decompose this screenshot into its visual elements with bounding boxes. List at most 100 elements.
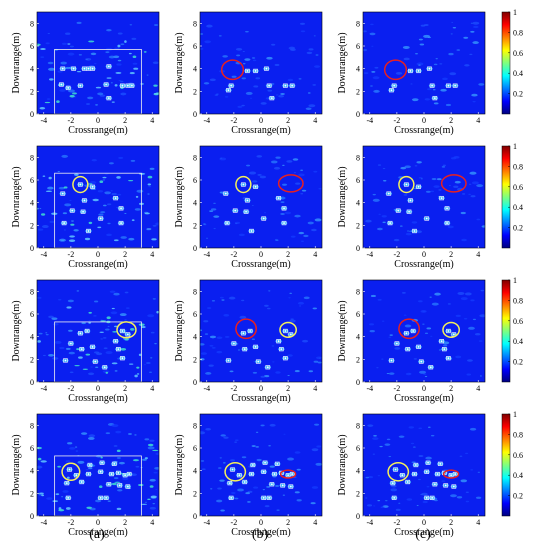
target-box <box>408 198 413 203</box>
target-box <box>241 331 246 336</box>
target-box <box>281 220 287 226</box>
target-point <box>265 67 268 70</box>
target-point <box>254 70 257 72</box>
target-box <box>432 482 438 487</box>
red-ellipse <box>220 59 245 81</box>
target-box <box>416 344 421 350</box>
x-tick-label: 4 <box>476 384 480 393</box>
y-tick-label: 0 <box>356 244 360 253</box>
x-axis-label: Crossrange(m) <box>68 393 127 404</box>
target-box <box>441 346 447 352</box>
target-box <box>289 471 295 477</box>
y-tick-label: 6 <box>193 42 197 51</box>
x-tick-label: 0 <box>96 384 100 393</box>
target-point <box>117 348 120 351</box>
panel-r0-c1: -4 -2 0 2 4 0 2 4 6 8 Crossrange(m) Downrange(m) <box>174 11 323 136</box>
target-point <box>87 67 90 70</box>
target-point <box>428 67 431 70</box>
x-tick-label: -2 <box>394 518 401 527</box>
target-box <box>126 471 132 477</box>
target-point <box>80 481 83 483</box>
target-box <box>78 182 83 187</box>
target-point <box>79 332 82 335</box>
y-tick-label: 0 <box>193 378 197 387</box>
target-point <box>231 468 234 471</box>
target-point <box>447 84 450 87</box>
x-tick-label: -4 <box>366 250 373 259</box>
target-box <box>269 482 275 487</box>
y-tick-label: 4 <box>356 199 360 208</box>
target-point <box>284 357 287 360</box>
target-point <box>393 496 396 499</box>
target-point <box>291 473 294 475</box>
x-tick-label: -2 <box>394 116 401 125</box>
colorbar-tick-label: 0.2 <box>513 90 523 99</box>
x-tick-label: -2 <box>394 250 401 259</box>
colorbar-tick-label: 0.4 <box>513 337 523 346</box>
y-tick-label: 2 <box>193 221 197 230</box>
target-box <box>87 462 93 468</box>
target-point <box>121 357 124 360</box>
target-point <box>425 470 428 473</box>
y-tick-label: 8 <box>193 421 197 430</box>
target-box <box>106 64 112 69</box>
colorbar-tick-label: 0.8 <box>513 296 523 305</box>
target-box <box>113 339 118 344</box>
target-box <box>444 220 450 226</box>
y-tick-label: 2 <box>356 221 360 230</box>
target-box <box>60 66 66 71</box>
y-tick-label: 8 <box>30 421 34 430</box>
target-point <box>120 207 122 210</box>
y-tick-label: 2 <box>193 87 197 96</box>
target-box <box>82 198 87 203</box>
x-tick-label: -2 <box>231 250 238 259</box>
heatmap-speckle <box>365 155 485 242</box>
target-point <box>391 482 394 485</box>
panel-r2-c1: -4 -2 0 2 4 0 2 4 6 8 Crossrange(m) Downrange(m) <box>174 279 323 404</box>
target-point <box>249 330 252 332</box>
target-box <box>405 346 411 352</box>
target-box <box>86 228 91 234</box>
target-box <box>99 460 105 465</box>
target-point <box>105 496 108 499</box>
yellow-ellipse <box>61 462 81 482</box>
heatmap-background <box>363 414 485 516</box>
target-box <box>249 471 254 477</box>
x-tick-label: -4 <box>40 116 47 125</box>
target-point <box>224 192 227 195</box>
yellow-ellipse <box>116 321 137 339</box>
target-point <box>117 472 120 474</box>
target-box <box>424 469 430 474</box>
y-axis-label: Downrange(m) <box>337 32 348 93</box>
heatmap-background <box>37 280 159 382</box>
target-point <box>114 197 117 200</box>
target-box <box>452 83 458 88</box>
x-tick-label: 2 <box>123 518 127 527</box>
target-point <box>87 230 90 232</box>
target-point <box>397 209 400 212</box>
target-box <box>276 339 281 344</box>
target-point <box>88 464 91 466</box>
target-point <box>227 359 230 362</box>
target-point <box>234 209 237 212</box>
target-point <box>63 222 66 224</box>
target-point <box>390 359 393 362</box>
y-tick-label: 4 <box>193 467 197 476</box>
target-box <box>262 460 268 465</box>
target-box <box>67 467 72 472</box>
target-point <box>281 484 284 487</box>
target-box <box>120 83 125 88</box>
target-box <box>60 191 66 196</box>
heatmap-background <box>200 414 322 516</box>
target-point <box>227 89 230 92</box>
target-point <box>126 485 129 488</box>
y-tick-label: 2 <box>356 87 360 96</box>
red-ellipse <box>440 174 467 193</box>
target-box <box>253 184 258 189</box>
x-axis-label: Crossrange(m) <box>394 125 453 136</box>
x-tick-label: 2 <box>286 116 290 125</box>
target-box <box>65 495 71 501</box>
y-tick-label: 8 <box>30 153 34 162</box>
target-point <box>417 185 420 188</box>
target-box <box>247 328 253 334</box>
